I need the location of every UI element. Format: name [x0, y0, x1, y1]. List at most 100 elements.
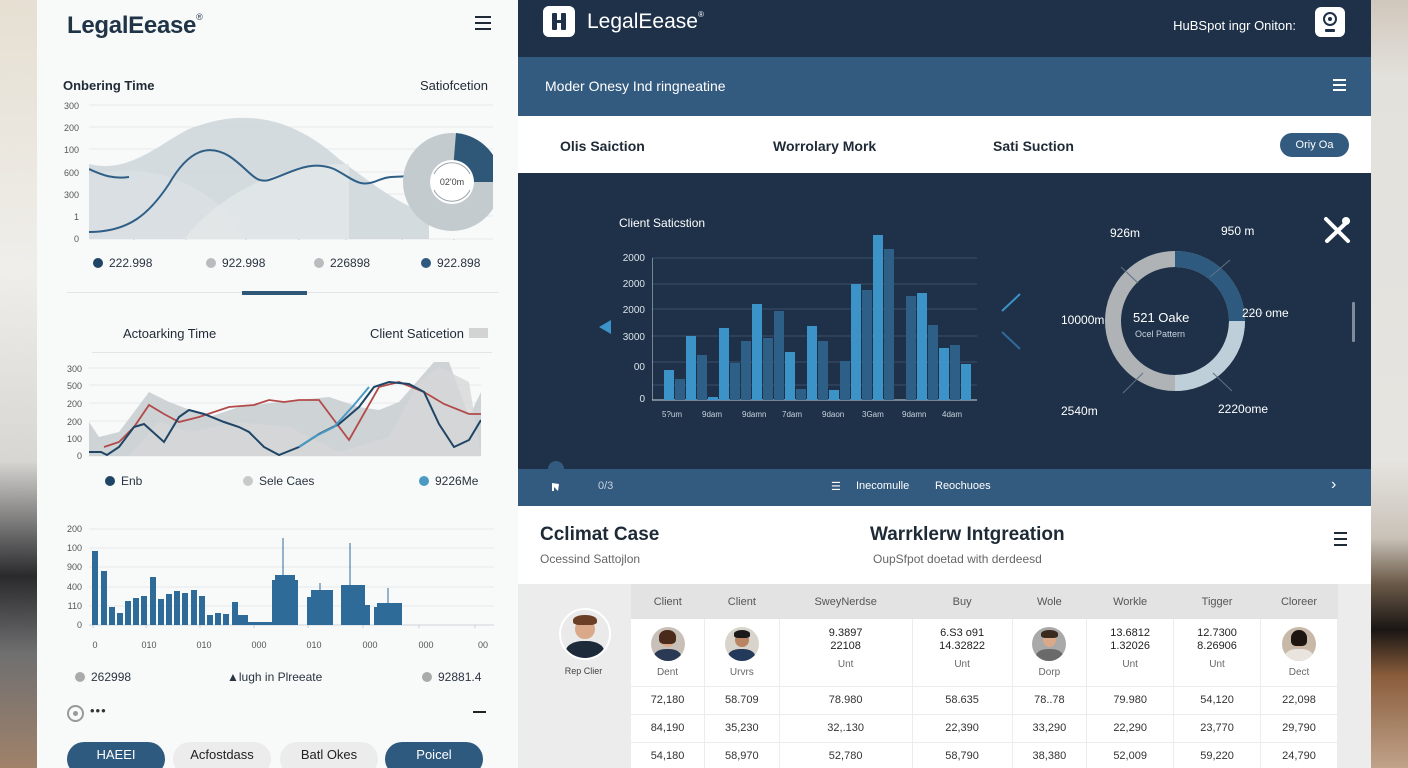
y-tick: 900 [66, 562, 82, 572]
poicel-button[interactable]: Poicel [385, 742, 483, 768]
brand-name: LegalEease [67, 12, 197, 39]
column-header[interactable]: Tigger [1173, 584, 1261, 619]
x-tick: 4dam [942, 410, 963, 419]
x-tick: 3Gam [862, 410, 884, 419]
page-indicator: 0/3 [598, 480, 614, 492]
legend-dot [93, 258, 103, 268]
client-case-title: Cclimat Case [540, 524, 660, 545]
y-tick: 400 [66, 582, 82, 592]
onboarding-time-title: Onbering Time [63, 78, 155, 93]
legend-item: 226898 [314, 256, 370, 270]
donut-chart [1001, 251, 1263, 394]
column-header[interactable]: Client [704, 584, 780, 619]
client-table-section: Rep Clier Client Client SweyNerdse Buy W… [518, 584, 1371, 768]
subheader-bar: Moder Onesy Ind ringneatine [518, 57, 1371, 116]
tools-icon[interactable] [1323, 216, 1351, 244]
y-tick: 3000 [622, 332, 645, 343]
table-row[interactable]: Dent Urvrs 9.3897 22108 Unt 6.S3 o91 14.328… [631, 619, 1338, 687]
y-tick: 500 [66, 381, 82, 391]
slider-handle[interactable] [548, 461, 564, 477]
carousel-indicator[interactable] [242, 291, 307, 295]
right-dashboard-panel: LegalEease® HuBSpot ingr Oniton: Moder O… [518, 0, 1371, 768]
donut-label: 220 ome [1242, 306, 1289, 320]
x-tick: 010 [306, 640, 322, 650]
menu-icon[interactable] [1333, 79, 1346, 94]
first-page-icon[interactable] [550, 481, 560, 493]
tab-sati-suction[interactable]: Sati Suction [993, 138, 1074, 154]
app-logo-icon[interactable] [543, 6, 575, 37]
activity-line-chart [89, 362, 481, 457]
onboarding-area-chart: 02'0m [89, 104, 493, 240]
y-tick: 00 [633, 362, 645, 373]
client-satisfaction-bar-chart [652, 235, 977, 401]
profile-card[interactable]: Rep Clier [559, 608, 612, 676]
client-data-table: Client Client SweyNerdse Buy Wole Workle… [631, 584, 1338, 768]
hubspot-integration-label: HuBSpot ingr Oniton: [1173, 18, 1296, 33]
legend-item: 222.998 [93, 256, 152, 270]
y-tick: 2000 [622, 305, 645, 316]
x-tick: 000 [251, 640, 267, 650]
donut-center-title: 521 Oake [1133, 310, 1190, 325]
table-row[interactable]: 84,190 35,230 32,.130 22,390 33,290 22,290 23… [631, 714, 1338, 743]
x-tick: 9daon [822, 410, 845, 419]
list-icon[interactable]: ☰ [831, 481, 841, 493]
vertical-scrollbar[interactable] [1352, 302, 1355, 342]
legend-swatch [469, 328, 488, 338]
y-tick: 0 [76, 451, 82, 461]
satisfaction-title: Satiofcetion [420, 78, 488, 93]
y-tick: 0 [639, 394, 645, 405]
pager-link-resources[interactable]: Reochuoes [935, 480, 991, 492]
column-header[interactable]: Wole [1012, 584, 1087, 619]
legend-item: 922.998 [206, 256, 265, 270]
acfostdass-button[interactable]: Acfostdass [173, 742, 271, 768]
donut-label: 2540m [1061, 404, 1098, 418]
x-tick: 9damn [902, 410, 927, 419]
left-dashboard-panel: LegalEease® Onbering Time Satiofcetion 3… [37, 0, 518, 768]
webcam-icon[interactable] [1315, 7, 1345, 37]
table-row[interactable]: 54,180 58,970 52,780 58,790 38,380 52,009 59,… [631, 742, 1338, 768]
column-header[interactable]: Buy [912, 584, 1013, 619]
y-tick: 200 [66, 417, 82, 427]
x-tick: 000 [362, 640, 378, 650]
target-icon[interactable] [67, 705, 84, 722]
column-header[interactable]: SweyNerdse [779, 584, 913, 619]
bar-chart-title: Client Saticstion [619, 216, 706, 230]
only-on-button[interactable]: Oriy Oa [1280, 133, 1349, 157]
menu-icon[interactable] [475, 16, 491, 30]
batl-okes-button[interactable]: Batl Okes [280, 742, 378, 768]
next-arrow-icon[interactable]: › [1331, 476, 1337, 493]
workflow-integration-title: Warrklerw Intgreation [870, 524, 1065, 545]
pagination-bar: 0/3 ☰ Inecomulle Reochuoes › [518, 461, 1371, 506]
menu-icon[interactable] [1334, 532, 1347, 550]
table-row[interactable]: 72,180 58.709 78.980 58.635 78..78 79.980 54,… [631, 686, 1338, 715]
column-header[interactable]: Client [631, 584, 705, 619]
tab-workflow-mork[interactable]: Worrolary Mork [773, 138, 877, 154]
y-tick: 100 [63, 145, 79, 155]
haeei-button[interactable]: HAEEI [67, 742, 165, 768]
avatar [650, 627, 685, 661]
y-tick: 0 [73, 234, 79, 244]
legend-dot [421, 258, 431, 268]
more-options-icon[interactable]: ••• [90, 703, 107, 718]
column-header[interactable]: Cloreer [1260, 584, 1338, 619]
column-header[interactable]: Workle [1086, 584, 1174, 619]
histogram-chart [89, 528, 494, 628]
y-tick: 0 [76, 620, 82, 630]
avatar [1032, 627, 1067, 661]
y-tick: 2000 [622, 253, 645, 264]
pager-link-incomplete[interactable]: Inecomulle [856, 480, 910, 492]
tab-bar: Olis Saiction Worrolary Mork Sati Suctio… [518, 116, 1371, 173]
brand-logo[interactable]: LegalEease® [587, 10, 704, 33]
y-tick: 200 [66, 524, 82, 534]
brand-logo[interactable]: LegalEease® [67, 12, 203, 40]
y-tick: 300 [66, 364, 82, 374]
minimize-icon[interactable] [473, 711, 486, 713]
client-satisfaction-title: Client Saticetion [370, 326, 464, 341]
y-tick: 100 [66, 543, 82, 553]
x-tick: 010 [141, 640, 157, 650]
y-tick: 1 [73, 212, 79, 222]
tab-client-satisfaction[interactable]: Olis Saiction [560, 138, 645, 154]
previous-arrow-icon[interactable] [599, 320, 611, 334]
avatar [724, 627, 759, 661]
svg-text:02'0m: 02'0m [440, 177, 464, 187]
